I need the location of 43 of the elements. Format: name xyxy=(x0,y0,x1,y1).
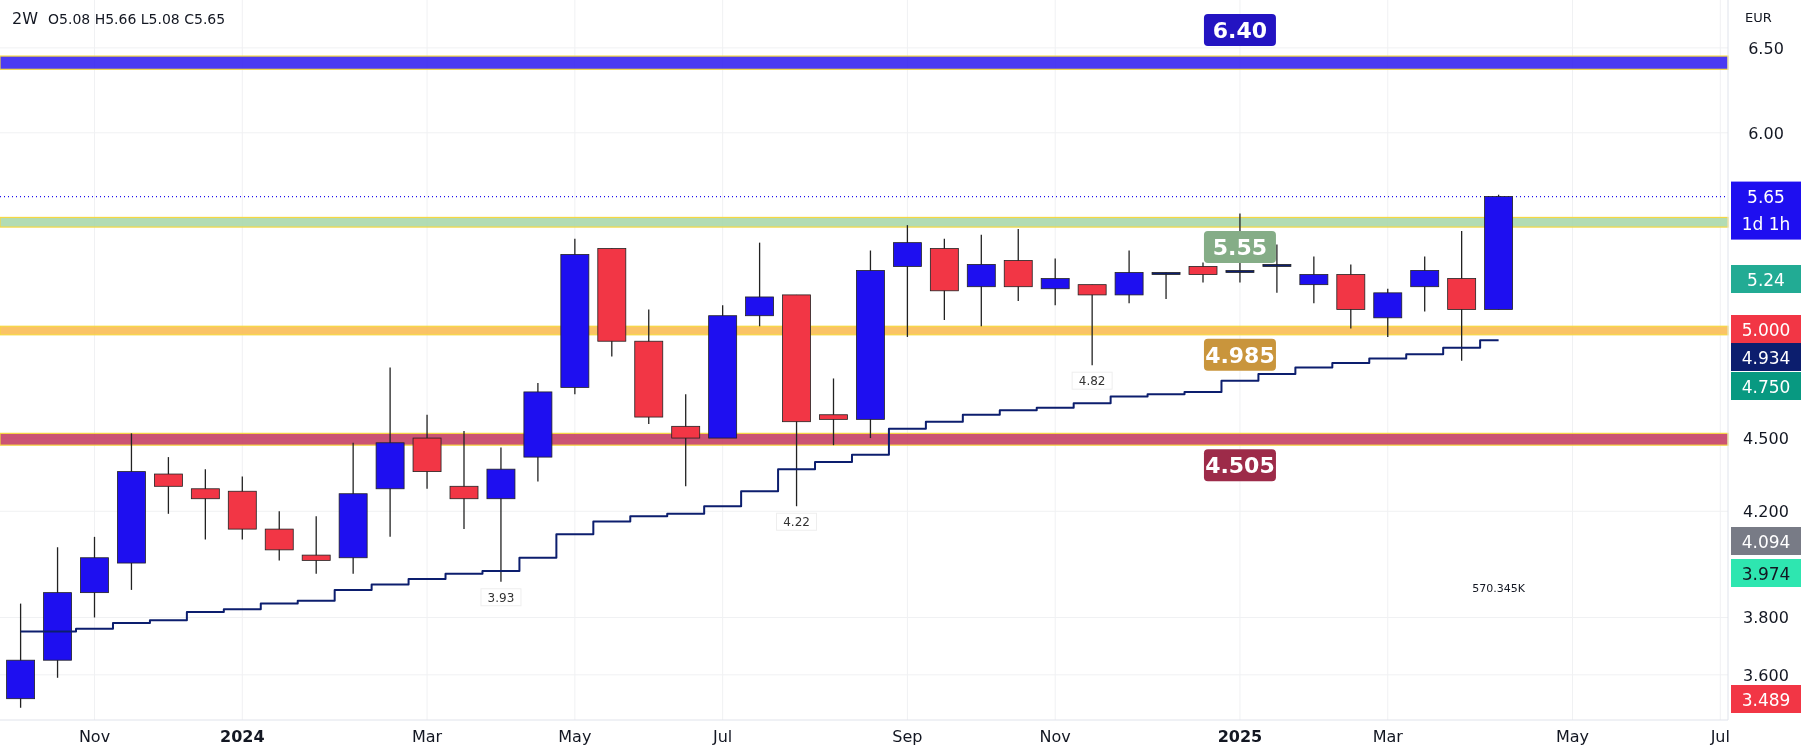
annotation: 570.345K xyxy=(1472,581,1526,595)
x-tick-label: May xyxy=(558,727,592,746)
x-tick-label: Nov xyxy=(78,727,111,746)
x-tick-label: Mar xyxy=(1372,727,1404,746)
candlestick xyxy=(301,515,331,575)
text: 5.24 xyxy=(1747,270,1785,290)
candlestick xyxy=(671,393,701,487)
y-tick-label: 4.200 xyxy=(1743,502,1789,522)
text: 5.000 xyxy=(1741,320,1791,340)
y-tick-label: 3.600 xyxy=(1743,665,1789,685)
x-tick-label: 2025 xyxy=(1217,727,1263,746)
x-tick-label: Sep xyxy=(892,727,923,746)
text: 3.974 xyxy=(1741,564,1791,584)
band-label: 4.985 xyxy=(1205,342,1275,368)
annotation: 4.22 xyxy=(783,515,810,530)
text: 4.750 xyxy=(1741,377,1791,397)
text: EUR xyxy=(1745,10,1772,25)
text: 2W xyxy=(12,9,39,28)
annotation: O5.08 H5.66 L5.08 C5.65 xyxy=(48,11,226,27)
annotation: 3.93 xyxy=(487,590,515,605)
x-tick-label: Nov xyxy=(1039,727,1071,746)
band-label: 4.505 xyxy=(1205,453,1275,479)
ref-line-label: 5.65 xyxy=(1747,186,1785,207)
y-tick-label: 3.800 xyxy=(1743,608,1789,628)
x-tick-label: May xyxy=(1555,727,1590,746)
text: 4.094 xyxy=(1741,532,1791,552)
candlestick xyxy=(449,430,479,530)
x-tick-label: Mar xyxy=(411,727,443,746)
candlestick xyxy=(819,377,848,446)
y-tick-label: 4.500 xyxy=(1743,429,1789,449)
band-label: 5.55 xyxy=(1212,235,1268,261)
text: 4.934 xyxy=(1741,348,1791,368)
x-tick-label: Jul xyxy=(711,727,733,746)
candlestick xyxy=(190,468,220,541)
y-tick-label: 6.50 xyxy=(1748,38,1784,58)
x-tick-label: 2024 xyxy=(220,727,265,746)
text: 1d 1h xyxy=(1741,213,1791,234)
x-tick-label: Jul xyxy=(1709,727,1730,746)
band-label: 6.40 xyxy=(1212,18,1268,44)
candlestick xyxy=(1151,271,1181,300)
text: 3.489 xyxy=(1741,690,1791,710)
y-tick-label: 6.00 xyxy=(1748,123,1784,143)
annotation: 4.82 xyxy=(1078,374,1106,389)
